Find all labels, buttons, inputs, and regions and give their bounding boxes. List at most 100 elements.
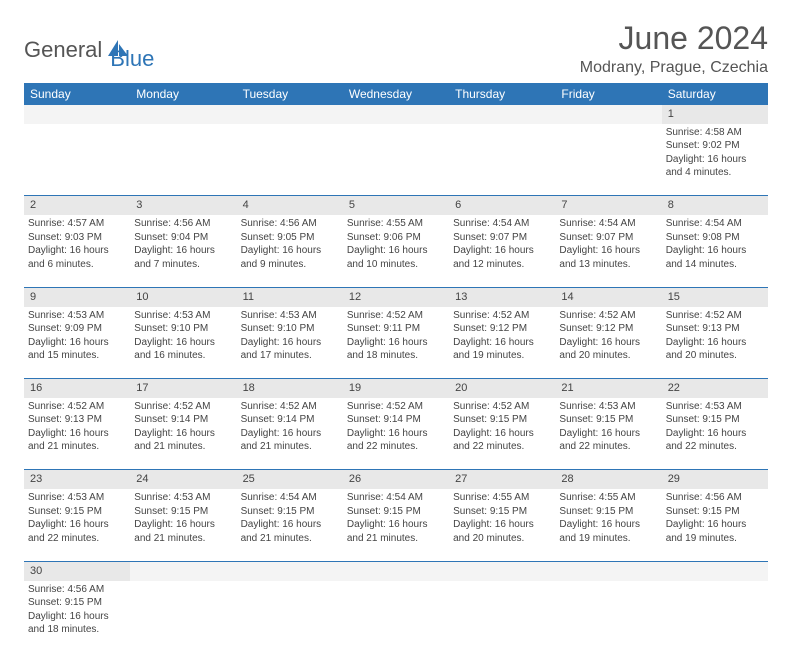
month-title: June 2024	[580, 20, 768, 57]
daylight-line: Daylight: 16 hours	[241, 518, 339, 532]
day-cell	[24, 124, 130, 196]
logo-text-blue: Blue	[110, 46, 154, 71]
sunset-line: Sunset: 9:12 PM	[453, 322, 551, 336]
sunset-line: Sunset: 9:15 PM	[134, 505, 232, 519]
daylight-minutes-line: and 12 minutes.	[453, 258, 551, 272]
day-cell	[237, 124, 343, 196]
day-number-cell: 20	[449, 379, 555, 398]
logo-text-general: General	[24, 37, 102, 63]
day-number-cell	[555, 561, 661, 580]
sunrise-line: Sunrise: 4:53 AM	[28, 491, 126, 505]
sunset-line: Sunset: 9:14 PM	[134, 413, 232, 427]
daylight-line: Daylight: 16 hours	[347, 244, 445, 258]
day-number-cell: 18	[237, 379, 343, 398]
sunset-line: Sunset: 9:04 PM	[134, 231, 232, 245]
day-cell	[555, 124, 661, 196]
day-cell: Sunrise: 4:53 AMSunset: 9:15 PMDaylight:…	[130, 489, 236, 561]
sunset-line: Sunset: 9:09 PM	[28, 322, 126, 336]
sunrise-line: Sunrise: 4:58 AM	[666, 126, 764, 140]
day-cell: Sunrise: 4:53 AMSunset: 9:09 PMDaylight:…	[24, 307, 130, 379]
day-cell: Sunrise: 4:52 AMSunset: 9:12 PMDaylight:…	[449, 307, 555, 379]
sunset-line: Sunset: 9:03 PM	[28, 231, 126, 245]
sunset-line: Sunset: 9:15 PM	[453, 505, 551, 519]
day-cell: Sunrise: 4:54 AMSunset: 9:07 PMDaylight:…	[449, 215, 555, 287]
day-cell: Sunrise: 4:53 AMSunset: 9:10 PMDaylight:…	[237, 307, 343, 379]
cell-content: Sunrise: 4:58 AMSunset: 9:02 PMDaylight:…	[666, 126, 764, 180]
sunset-line: Sunset: 9:15 PM	[666, 505, 764, 519]
day-number-cell: 12	[343, 287, 449, 306]
day-number-cell: 15	[662, 287, 768, 306]
daylight-minutes-line: and 22 minutes.	[347, 440, 445, 454]
day-number-row: 2345678	[24, 196, 768, 215]
day-cell	[662, 581, 768, 653]
cell-content: Sunrise: 4:52 AMSunset: 9:15 PMDaylight:…	[453, 400, 551, 454]
cell-content: Sunrise: 4:54 AMSunset: 9:15 PMDaylight:…	[241, 491, 339, 545]
day-number-cell: 7	[555, 196, 661, 215]
sunrise-line: Sunrise: 4:53 AM	[666, 400, 764, 414]
day-number-cell	[343, 561, 449, 580]
cell-content: Sunrise: 4:52 AMSunset: 9:14 PMDaylight:…	[134, 400, 232, 454]
daylight-minutes-line: and 22 minutes.	[28, 532, 126, 546]
cell-content: Sunrise: 4:56 AMSunset: 9:15 PMDaylight:…	[28, 583, 126, 637]
cell-content: Sunrise: 4:54 AMSunset: 9:07 PMDaylight:…	[559, 217, 657, 271]
sunset-line: Sunset: 9:13 PM	[28, 413, 126, 427]
day-header: Wednesday	[343, 83, 449, 105]
cell-content: Sunrise: 4:53 AMSunset: 9:10 PMDaylight:…	[241, 309, 339, 363]
sunset-line: Sunset: 9:11 PM	[347, 322, 445, 336]
cell-content: Sunrise: 4:52 AMSunset: 9:14 PMDaylight:…	[241, 400, 339, 454]
sunrise-line: Sunrise: 4:57 AM	[28, 217, 126, 231]
daylight-line: Daylight: 16 hours	[28, 244, 126, 258]
daylight-line: Daylight: 16 hours	[241, 244, 339, 258]
day-number-row: 23242526272829	[24, 470, 768, 489]
cell-content: Sunrise: 4:54 AMSunset: 9:08 PMDaylight:…	[666, 217, 764, 271]
daylight-line: Daylight: 16 hours	[134, 336, 232, 350]
sunset-line: Sunset: 9:15 PM	[559, 413, 657, 427]
day-cell: Sunrise: 4:54 AMSunset: 9:15 PMDaylight:…	[343, 489, 449, 561]
daylight-line: Daylight: 16 hours	[28, 336, 126, 350]
sunset-line: Sunset: 9:06 PM	[347, 231, 445, 245]
daylight-minutes-line: and 15 minutes.	[28, 349, 126, 363]
day-cell	[237, 581, 343, 653]
day-number-cell: 5	[343, 196, 449, 215]
day-number-row: 1	[24, 105, 768, 124]
sunset-line: Sunset: 9:15 PM	[241, 505, 339, 519]
daylight-minutes-line: and 18 minutes.	[28, 623, 126, 637]
daylight-line: Daylight: 16 hours	[453, 244, 551, 258]
sunset-line: Sunset: 9:15 PM	[453, 413, 551, 427]
cell-content: Sunrise: 4:55 AMSunset: 9:06 PMDaylight:…	[347, 217, 445, 271]
day-cell: Sunrise: 4:53 AMSunset: 9:15 PMDaylight:…	[662, 398, 768, 470]
daylight-minutes-line: and 19 minutes.	[453, 349, 551, 363]
daylight-line: Daylight: 16 hours	[666, 427, 764, 441]
cell-content: Sunrise: 4:53 AMSunset: 9:15 PMDaylight:…	[666, 400, 764, 454]
daylight-minutes-line: and 19 minutes.	[666, 532, 764, 546]
cell-content: Sunrise: 4:54 AMSunset: 9:07 PMDaylight:…	[453, 217, 551, 271]
day-cell: Sunrise: 4:52 AMSunset: 9:11 PMDaylight:…	[343, 307, 449, 379]
day-number-cell	[130, 105, 236, 124]
cell-content: Sunrise: 4:53 AMSunset: 9:09 PMDaylight:…	[28, 309, 126, 363]
sunrise-line: Sunrise: 4:52 AM	[559, 309, 657, 323]
daylight-line: Daylight: 16 hours	[666, 518, 764, 532]
day-number-cell	[24, 105, 130, 124]
day-number-cell: 14	[555, 287, 661, 306]
sunset-line: Sunset: 9:15 PM	[28, 596, 126, 610]
day-number-cell: 24	[130, 470, 236, 489]
day-number-cell	[343, 105, 449, 124]
day-content-row: Sunrise: 4:56 AMSunset: 9:15 PMDaylight:…	[24, 581, 768, 653]
daylight-minutes-line: and 14 minutes.	[666, 258, 764, 272]
cell-content: Sunrise: 4:52 AMSunset: 9:13 PMDaylight:…	[666, 309, 764, 363]
cell-content: Sunrise: 4:52 AMSunset: 9:13 PMDaylight:…	[28, 400, 126, 454]
cell-content: Sunrise: 4:53 AMSunset: 9:15 PMDaylight:…	[559, 400, 657, 454]
daylight-line: Daylight: 16 hours	[347, 427, 445, 441]
day-number-row: 9101112131415	[24, 287, 768, 306]
day-number-cell: 26	[343, 470, 449, 489]
daylight-minutes-line: and 18 minutes.	[347, 349, 445, 363]
sunset-line: Sunset: 9:02 PM	[666, 139, 764, 153]
day-cell: Sunrise: 4:55 AMSunset: 9:15 PMDaylight:…	[555, 489, 661, 561]
day-content-row: Sunrise: 4:53 AMSunset: 9:09 PMDaylight:…	[24, 307, 768, 379]
sunrise-line: Sunrise: 4:52 AM	[453, 400, 551, 414]
day-number-cell: 17	[130, 379, 236, 398]
daylight-minutes-line: and 10 minutes.	[347, 258, 445, 272]
sunrise-line: Sunrise: 4:54 AM	[347, 491, 445, 505]
day-header: Friday	[555, 83, 661, 105]
day-content-row: Sunrise: 4:53 AMSunset: 9:15 PMDaylight:…	[24, 489, 768, 561]
